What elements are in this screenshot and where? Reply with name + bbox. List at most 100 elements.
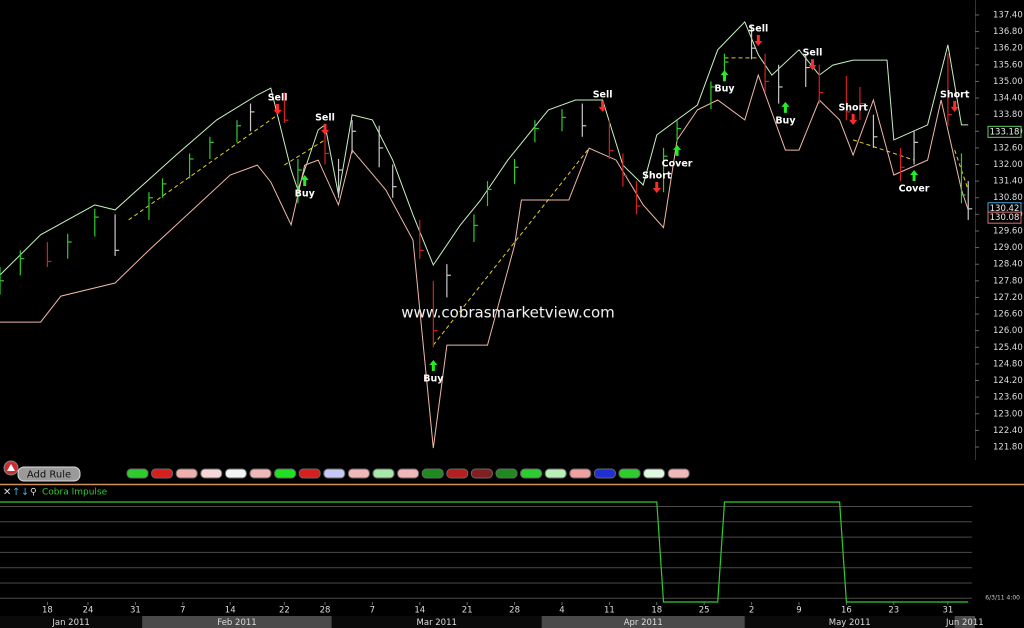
band-line: [0, 73, 969, 449]
add-rule-button[interactable]: [17, 466, 81, 482]
color-swatch[interactable]: [347, 468, 370, 479]
y-tick-label: 130.80: [993, 193, 1023, 203]
color-swatch[interactable]: [151, 468, 174, 479]
month-label: Mar 2011: [417, 618, 457, 628]
close-icon[interactable]: ✕: [3, 487, 11, 498]
x-tick-label: 28: [320, 606, 331, 616]
y-tick-label: 124.20: [993, 376, 1023, 386]
color-swatch[interactable]: [372, 468, 395, 479]
color-swatch[interactable]: [495, 468, 518, 479]
month-label: Jun 2011: [945, 618, 984, 628]
move-up-icon[interactable]: ↑: [12, 487, 20, 498]
month-label: May 2011: [829, 618, 871, 628]
signal-label: Cover: [662, 158, 693, 169]
color-swatch[interactable]: [569, 468, 592, 479]
price-label: 133.18: [990, 127, 1020, 137]
price-label-box: [987, 125, 1022, 138]
y-tick-label: 124.80: [993, 359, 1023, 369]
pin-icon[interactable]: ⚲: [30, 488, 37, 498]
price-label: 130.08: [990, 213, 1020, 223]
signal-label: Buy: [295, 189, 316, 200]
color-swatch[interactable]: [446, 468, 469, 479]
color-swatch[interactable]: [126, 468, 149, 479]
month-label: Feb 2011: [217, 618, 256, 628]
y-tick-label: 136.20: [993, 44, 1023, 54]
signal-arrow: [849, 113, 858, 125]
x-tick-label: 23: [888, 606, 899, 616]
move-down-icon[interactable]: ↓: [21, 487, 29, 498]
y-tick-label: 131.40: [993, 177, 1023, 187]
signal-label: Sell: [593, 89, 613, 100]
color-swatch[interactable]: [421, 468, 444, 479]
month-label: Jan 2011: [51, 618, 89, 628]
add-rule-label[interactable]: Add Rule: [27, 470, 71, 481]
y-tick-label: 123.60: [993, 393, 1023, 403]
month-band: [142, 616, 332, 628]
x-tick-label: 7: [180, 606, 185, 616]
price-label-box: [987, 211, 1022, 224]
x-tick-label: 18: [651, 606, 662, 616]
y-tick-label: 128.40: [993, 260, 1023, 270]
indicator-title: Cobra Impulse: [42, 488, 108, 498]
y-tick-label: 127.20: [993, 293, 1023, 303]
y-tick-label: 126.00: [993, 326, 1023, 336]
y-tick-label: 137.40: [993, 10, 1023, 20]
signal-arrow: [910, 170, 919, 182]
color-swatch[interactable]: [667, 468, 690, 479]
price-label: 130.42: [990, 204, 1020, 214]
trend-line: [852, 139, 915, 161]
color-swatch[interactable]: [249, 468, 272, 479]
x-tick-label: 22: [279, 606, 290, 616]
x-tick-label: 16: [841, 606, 852, 616]
signal-label: Sell: [315, 112, 335, 123]
color-swatch[interactable]: [520, 468, 543, 479]
color-swatch[interactable]: [274, 468, 297, 479]
x-tick-label: 21: [462, 606, 473, 616]
y-tick-label: 123.00: [993, 409, 1023, 419]
color-swatch[interactable]: [643, 468, 666, 479]
signal-arrow: [321, 123, 329, 135]
color-swatch[interactable]: [397, 468, 420, 479]
color-swatch[interactable]: [593, 468, 616, 479]
x-tick-label: 14: [414, 606, 425, 616]
y-tick-label: 122.40: [993, 426, 1023, 436]
month-band: [331, 616, 542, 628]
signal-label: Short: [838, 102, 868, 113]
rule-icon-glyph: [7, 464, 15, 471]
indicator-line: [0, 501, 969, 603]
signal-label: Buy: [423, 374, 444, 385]
color-swatch[interactable]: [298, 468, 321, 479]
x-tick-label: 25: [699, 606, 710, 616]
color-swatch[interactable]: [323, 468, 346, 479]
signal-label: Short: [642, 171, 672, 182]
x-tick-label: 11: [604, 606, 615, 616]
y-tick-label: 135.60: [993, 60, 1023, 70]
trend-line: [284, 139, 326, 166]
month-band: [541, 616, 745, 628]
signal-arrow: [673, 144, 682, 156]
month-band: [744, 616, 955, 628]
y-tick-label: 126.60: [993, 310, 1023, 320]
x-tick-label: 18: [42, 606, 53, 616]
month-band: [0, 616, 143, 628]
color-swatch[interactable]: [175, 468, 198, 479]
x-tick-label: 31: [130, 606, 141, 616]
month-label: Apr 2011: [624, 618, 663, 628]
signal-label: Short: [940, 89, 970, 100]
color-swatch[interactable]: [200, 468, 223, 479]
x-tick-label: 14: [225, 606, 236, 616]
color-swatch[interactable]: [618, 468, 641, 479]
color-swatch[interactable]: [544, 468, 567, 479]
x-tick-label: 4: [559, 606, 564, 616]
y-tick-label: 125.40: [993, 343, 1023, 353]
signal-arrow: [950, 100, 959, 112]
color-swatch[interactable]: [224, 468, 247, 479]
signal-label: Sell: [803, 48, 823, 59]
y-tick-label: 132.00: [993, 160, 1023, 170]
month-band: [954, 616, 975, 628]
y-tick-label: 129.00: [993, 243, 1023, 253]
color-swatch[interactable]: [470, 468, 493, 479]
x-tick-label: 31: [943, 606, 954, 616]
